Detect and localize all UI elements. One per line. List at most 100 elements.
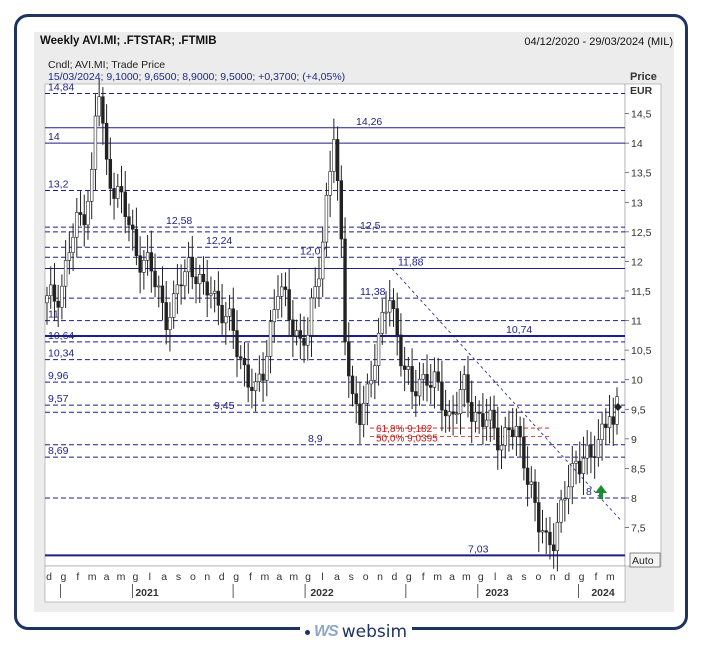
x-month-label: g xyxy=(478,571,484,583)
candle-body xyxy=(242,357,247,366)
candle-body xyxy=(525,467,530,485)
y-tick-label: 8,5 xyxy=(631,463,646,475)
candle-body xyxy=(179,284,183,287)
y-axis-title: Price xyxy=(630,71,657,83)
y-axis: 14,5 14 13,5 13 12,5 12 11,5 11 10,5 10 9,5 9 8,5 8 7,… xyxy=(625,109,652,535)
candle-body xyxy=(280,286,284,297)
candle-body xyxy=(45,295,49,304)
level-label: 10,64 xyxy=(48,330,74,342)
x-month-label: o xyxy=(363,571,369,583)
candle-body xyxy=(186,257,191,273)
candle-body xyxy=(205,281,209,296)
candle-body xyxy=(175,284,180,295)
candle-body xyxy=(90,169,94,202)
candle-body xyxy=(347,341,351,377)
fib-label: 61,8% 9,182 xyxy=(376,424,433,435)
x-month-label: s xyxy=(521,571,526,583)
auto-button[interactable]: Auto xyxy=(629,552,661,568)
chart-title: Weekly AVI.MI; .FTSTAR; .FTMIB xyxy=(40,35,217,47)
candle-body xyxy=(365,383,370,404)
candle-body xyxy=(473,411,478,422)
candle-body xyxy=(592,456,597,458)
candle-body xyxy=(611,416,615,425)
candle-body xyxy=(190,257,194,278)
x-month-label: l xyxy=(149,571,151,583)
date-range: 04/12/2020 - 29/03/2024 (MIL) xyxy=(524,36,673,48)
level-label: 9,96 xyxy=(48,370,69,382)
y-tick-label: 11,5 xyxy=(631,286,651,298)
level-label: 7,03 xyxy=(468,543,489,555)
candle-body xyxy=(373,365,377,381)
candle-body xyxy=(548,531,552,546)
candle-body xyxy=(574,460,578,464)
ws-logo: WS xyxy=(313,623,339,640)
candle-body xyxy=(447,411,452,417)
candle-body xyxy=(78,212,83,215)
x-month-label: g xyxy=(233,571,239,583)
candle-body xyxy=(425,373,429,386)
candle-body xyxy=(123,191,127,218)
candle-body xyxy=(231,308,235,331)
candle-body xyxy=(440,381,444,411)
x-month-label: d xyxy=(219,571,225,583)
candle-body xyxy=(551,544,556,552)
x-month-label: f xyxy=(595,571,598,583)
x-month-label: m xyxy=(88,571,97,583)
candle-body xyxy=(589,444,593,457)
candle-body xyxy=(533,481,537,503)
candle-body xyxy=(563,498,567,501)
candle-body xyxy=(294,330,299,336)
x-month-label: m xyxy=(606,571,615,583)
candle-body xyxy=(272,309,276,323)
candle-body xyxy=(119,186,124,193)
x-month-label: d xyxy=(46,571,52,583)
x-month-label: a xyxy=(334,571,340,583)
x-month-label: m xyxy=(433,571,442,583)
x-month-label: n xyxy=(204,571,210,583)
candle-body xyxy=(585,444,589,459)
candle-body xyxy=(559,499,563,523)
candle-body xyxy=(268,321,273,357)
candle-body xyxy=(395,308,399,336)
last-price-marker-icon xyxy=(614,403,622,411)
candle-body xyxy=(149,252,154,272)
candle-body xyxy=(67,252,72,261)
candle-body xyxy=(458,389,463,414)
level-label: 12,5 xyxy=(360,220,381,232)
candle-body xyxy=(406,366,411,370)
x-month-label: d xyxy=(564,571,570,583)
candle-body xyxy=(384,311,388,314)
x-month-label: a xyxy=(161,571,167,583)
horizontal-levels: 14,84 14,26 14 13,2 12,58 12,5 12,24 12,07 11,88… xyxy=(45,81,625,557)
candle-body xyxy=(227,308,232,317)
candle-body xyxy=(201,273,206,283)
candle-body xyxy=(544,530,548,533)
candle-body xyxy=(157,285,161,288)
y-tick-label: 9 xyxy=(631,434,637,446)
candle-body xyxy=(503,427,507,446)
candle-body xyxy=(488,409,493,421)
candle-body xyxy=(339,180,344,240)
level-label: 10,34 xyxy=(48,348,74,360)
y-tick-label: 14,5 xyxy=(631,109,652,121)
candle-body xyxy=(335,139,340,181)
candle-body xyxy=(369,380,373,385)
candle-body xyxy=(376,332,381,366)
x-month-label: a xyxy=(507,571,513,583)
level-label: 14,26 xyxy=(356,116,382,128)
candle-body xyxy=(600,423,604,440)
candle-body xyxy=(380,312,384,334)
candle-body xyxy=(537,502,541,533)
candle-body xyxy=(153,270,157,288)
candle-body xyxy=(320,241,325,280)
y-tick-label: 12 xyxy=(631,256,643,268)
level-label: 9,57 xyxy=(48,393,69,405)
candle-body xyxy=(257,373,262,383)
candle-body xyxy=(417,378,422,397)
x-month-label: m xyxy=(462,571,471,583)
candle-body xyxy=(540,530,545,533)
x-month-label: f xyxy=(422,571,425,583)
level-label: 12,24 xyxy=(206,235,232,247)
candle-body xyxy=(332,139,336,172)
